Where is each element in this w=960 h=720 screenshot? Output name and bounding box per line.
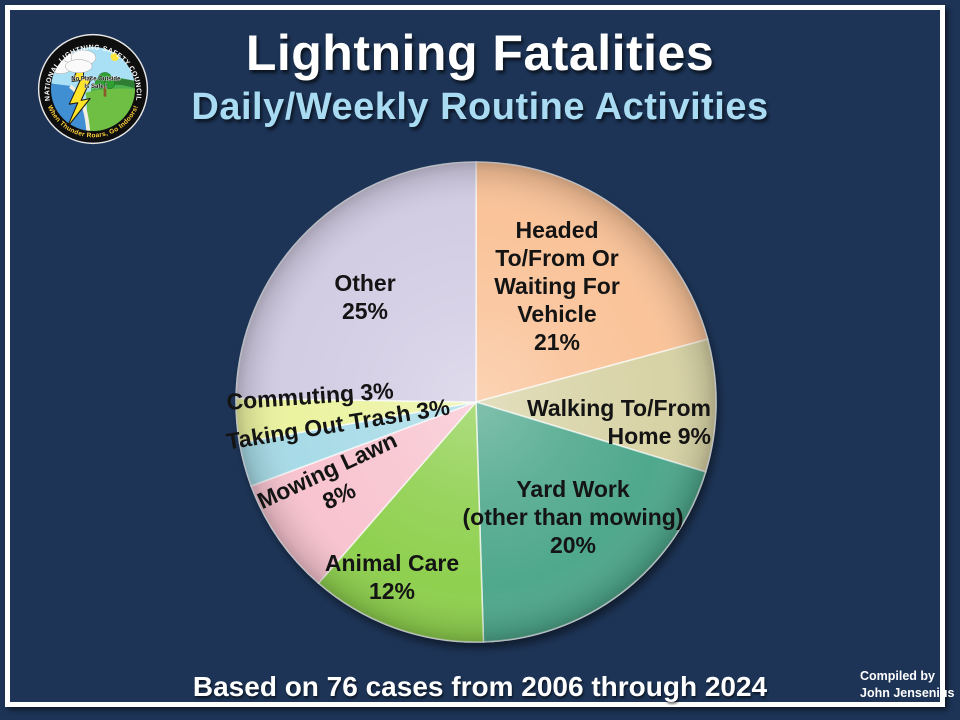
- pie-label-headed-vehicle: Headed To/From Or Waiting For Vehicle 21…: [494, 217, 620, 355]
- logo-motto-line1: No Place Outside: [71, 76, 121, 82]
- caption-text: Based on 76 cases from 2006 through 2024: [192, 671, 768, 702]
- pie-label-other: Other 25%: [334, 270, 396, 324]
- page-title: Lightning Fatalities: [245, 25, 715, 81]
- nlsc-logo: No Place Outside Is Safe ! NATIONAL LIGH…: [37, 33, 149, 145]
- pie-label-yard-work: Yard Work (other than mowing) 20%: [462, 476, 684, 558]
- sun-icon: [110, 52, 120, 61]
- credit-text: Compiled by John Jensenius: [860, 669, 955, 700]
- page-subtitle: Daily/Weekly Routine Activities: [191, 86, 769, 128]
- pie-label-animal-care: Animal Care 12%: [324, 550, 460, 604]
- tree-icon: [94, 72, 116, 97]
- slide-border-frame: [5, 5, 945, 707]
- logo-motto-line2: Is Safe !: [84, 84, 107, 90]
- pie-label-walking-home: Walking To/From Home 9%: [527, 395, 711, 449]
